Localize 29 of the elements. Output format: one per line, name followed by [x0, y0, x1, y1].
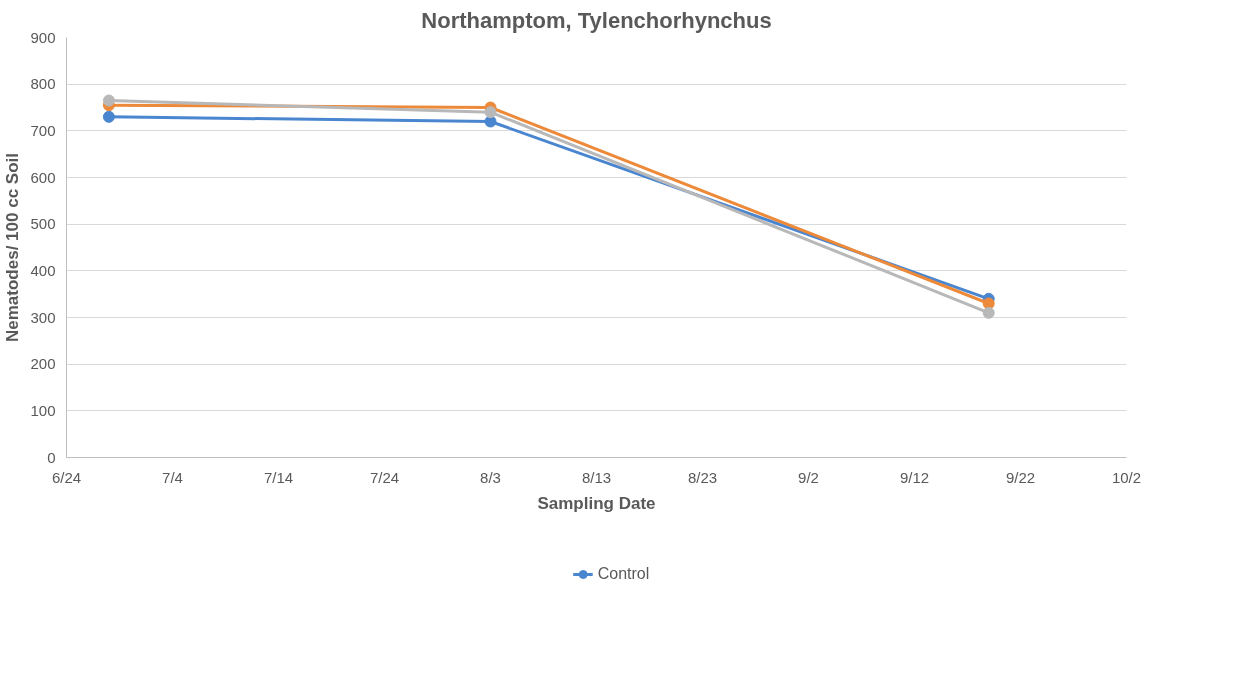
legend-label: Control: [597, 564, 650, 583]
x-axis-title: Sampling Date: [537, 493, 656, 513]
x-tick-label: 9/2: [798, 468, 819, 486]
x-tick-label: 7/14: [263, 468, 294, 486]
point: [102, 94, 115, 107]
y-tick-label: 300: [30, 308, 56, 326]
x-tick-label: 7/4: [162, 468, 183, 486]
y-tick-label: 700: [30, 121, 56, 139]
y-tick-label: 800: [30, 75, 56, 93]
x-tick-label: 9/12: [899, 468, 930, 486]
x-tick-label: 8/13: [581, 468, 612, 486]
y-axis-title: Nematodes/ 100 cc Soil: [3, 153, 23, 342]
x-tick-label: 7/24: [369, 468, 400, 486]
x-tick-label: 8/3: [480, 468, 501, 486]
point: [484, 106, 497, 119]
y-tick-label: 100: [30, 401, 56, 419]
y-tick-label: 400: [30, 261, 56, 279]
chart-title: Northamptom, Tylenchorhynchus: [421, 7, 772, 33]
point: [102, 110, 115, 123]
y-tick-label: 200: [30, 355, 56, 373]
point: [982, 306, 995, 319]
x-tick-label: 9/22: [1005, 468, 1036, 486]
x-tick-label: 10/2: [1111, 468, 1142, 486]
y-tick-label: 900: [30, 28, 56, 46]
y-tick-label: 500: [30, 215, 56, 233]
x-tick-label: 8/23: [687, 468, 718, 486]
y-tick-label: 600: [30, 168, 56, 186]
x-tick-label: 6/24: [51, 468, 82, 486]
y-tick-label: 0: [47, 448, 56, 466]
